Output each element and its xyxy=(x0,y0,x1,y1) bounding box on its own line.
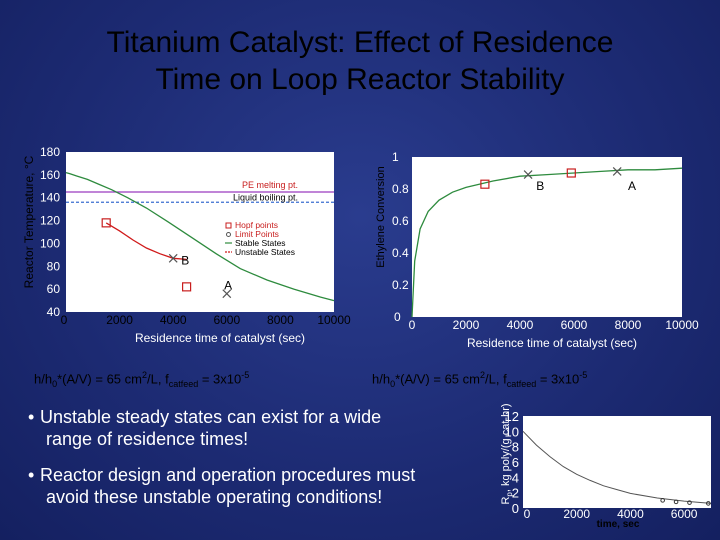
x-tick-label: 8000 xyxy=(267,313,294,327)
x-tick-label: 4000 xyxy=(617,507,644,521)
y-axis-label: Reactor Temperature, °C xyxy=(22,155,36,288)
caption-right: h/h0*(A/V) = 65 cm2/L, fcatfeed = 3x10-5 xyxy=(372,370,588,389)
limit-point-marker xyxy=(612,166,622,176)
y-tick-label: 140 xyxy=(40,191,60,205)
y-tick-label: 2 xyxy=(512,486,519,501)
y-tick-label: 0.2 xyxy=(392,278,409,292)
y-tick-label: 0.8 xyxy=(392,182,409,196)
y-tick-label: 0 xyxy=(512,501,519,516)
data-point xyxy=(660,498,665,503)
y-tick-label: 1 xyxy=(392,150,399,164)
y-tick-label: 0 xyxy=(394,310,401,324)
point-label: B xyxy=(181,254,189,268)
x-tick-label: 8000 xyxy=(615,318,642,332)
hopf-point-marker xyxy=(566,168,576,178)
y-tick-label: 0.6 xyxy=(392,214,409,228)
x-tick-label: 4000 xyxy=(160,313,187,327)
legend-label: Unstable States xyxy=(235,247,295,257)
x-tick-label: 10000 xyxy=(317,313,351,327)
limit-point-marker xyxy=(168,253,178,263)
y-tick-label: 40 xyxy=(47,305,61,319)
x-axis-label: Residence time of catalyst (sec) xyxy=(135,331,305,345)
y-axis-label: Ethylene Conversion xyxy=(375,166,387,268)
data-point xyxy=(673,499,679,505)
bullet-item: • Unstable steady states can exist for a … xyxy=(28,407,382,449)
y-tick-label: 4 xyxy=(512,470,519,485)
limit-point-marker xyxy=(222,289,232,299)
legend-label: Hopf points xyxy=(235,220,278,230)
point-label: B xyxy=(536,179,544,193)
bullet-list: • Unstable steady states can exist for a … xyxy=(28,406,478,522)
y-tick-label: 120 xyxy=(40,214,60,228)
limit-point-marker xyxy=(523,170,533,180)
plot-area xyxy=(412,157,682,317)
plot-area xyxy=(66,152,334,312)
x-tick-label: 2000 xyxy=(106,313,133,327)
hopf-point-marker xyxy=(101,218,111,228)
slide-title: Titanium Catalyst: Effect of Residence T… xyxy=(0,24,720,98)
hopf-point-marker xyxy=(480,179,490,189)
x-tick-label: 10000 xyxy=(665,318,699,332)
y-tick-label: 0.4 xyxy=(392,246,409,260)
x-tick-label: 6000 xyxy=(671,507,698,521)
reference-line-label: PE melting pt. xyxy=(242,180,298,190)
y-tick-label: 60 xyxy=(47,282,61,296)
plot-area xyxy=(523,416,711,508)
caption-left: h/h0*(A/V) = 65 cm2/L, fcatfeed = 3x10-5 xyxy=(34,370,250,389)
hopf-point-marker xyxy=(182,282,192,292)
point-label: A xyxy=(224,279,232,293)
x-axis-label: time, sec xyxy=(597,519,640,530)
y-tick-label: 8 xyxy=(512,440,519,455)
half-life-annotation: Half-life = 30 min xyxy=(598,429,688,443)
y-tick-label: 100 xyxy=(40,236,60,250)
title-line-1: Titanium Catalyst: Effect of Residence xyxy=(106,26,614,59)
legend-label: Limit Points xyxy=(235,229,279,239)
x-tick-label: 6000 xyxy=(561,318,588,332)
title-line-2: Time on Loop Reactor Stability xyxy=(155,63,565,96)
y-tick-label: 6 xyxy=(512,455,519,470)
data-point xyxy=(706,501,711,506)
x-tick-label: 6000 xyxy=(213,313,240,327)
x-tick-label: 0 xyxy=(524,507,531,521)
x-tick-label: 4000 xyxy=(507,318,534,332)
x-tick-label: 0 xyxy=(61,313,68,327)
series-line-stable xyxy=(65,171,335,302)
legend-label: Stable States xyxy=(235,238,286,248)
y-tick-label: 80 xyxy=(47,259,61,273)
legend-marker xyxy=(225,222,232,229)
legend-marker xyxy=(226,232,231,237)
y-axis-label: Rp, kg poly/(g cat-hr) xyxy=(500,403,514,504)
x-tick-label: 0 xyxy=(409,318,416,332)
reference-line-label: Liquid boiling pt. xyxy=(233,192,298,202)
bullet-item: • Reactor design and operation procedures… xyxy=(28,465,416,507)
y-tick-label: 10 xyxy=(505,424,519,439)
y-tick-label: 12 xyxy=(505,409,519,424)
y-tick-label: 160 xyxy=(40,168,60,182)
y-tick-label: 180 xyxy=(40,145,60,159)
x-tick-label: 2000 xyxy=(563,507,590,521)
data-point xyxy=(687,500,692,505)
point-label: A xyxy=(628,179,636,193)
x-tick-label: 2000 xyxy=(453,318,480,332)
x-axis-label: Residence time of catalyst (sec) xyxy=(467,336,637,350)
